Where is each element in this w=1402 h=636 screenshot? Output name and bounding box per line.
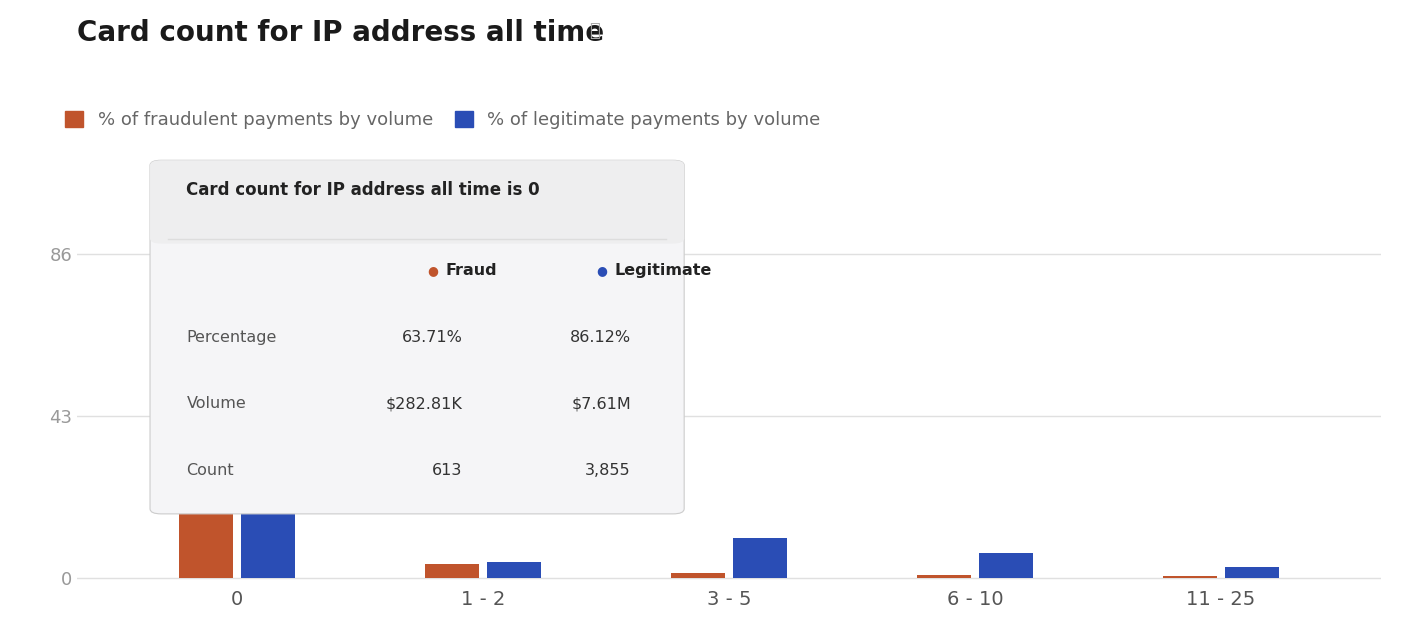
Text: 86.12%: 86.12%: [569, 329, 631, 345]
Bar: [672, 573, 725, 577]
Text: Percentage: Percentage: [186, 329, 276, 345]
Text: Card count for IP address all time is 0: Card count for IP address all time is 0: [186, 181, 540, 199]
Text: ●: ●: [596, 264, 607, 277]
Text: 3,855: 3,855: [585, 463, 631, 478]
Legend: % of fraudulent payments by volume, % of legitimate payments by volume: % of fraudulent payments by volume, % of…: [64, 111, 820, 129]
Text: $282.81K: $282.81K: [386, 396, 463, 411]
Text: Volume: Volume: [186, 396, 247, 411]
Text: $7.61M: $7.61M: [571, 396, 631, 411]
Bar: [179, 338, 233, 577]
Text: Fraud: Fraud: [446, 263, 498, 278]
Bar: [425, 564, 479, 577]
Bar: [1225, 567, 1279, 577]
Bar: [733, 538, 787, 577]
Text: 63.71%: 63.71%: [402, 329, 463, 345]
Bar: [241, 253, 294, 577]
Text: Card count for IP address all time: Card count for IP address all time: [77, 19, 604, 47]
Text: Legitimate: Legitimate: [614, 263, 711, 278]
Bar: [486, 562, 541, 577]
Text: ●: ●: [428, 264, 439, 277]
Text: 613: 613: [432, 463, 463, 478]
Bar: [1164, 576, 1217, 577]
Text: ⓘ: ⓘ: [589, 22, 600, 40]
Text: Count: Count: [186, 463, 234, 478]
Bar: [917, 574, 972, 577]
Bar: [979, 553, 1033, 577]
